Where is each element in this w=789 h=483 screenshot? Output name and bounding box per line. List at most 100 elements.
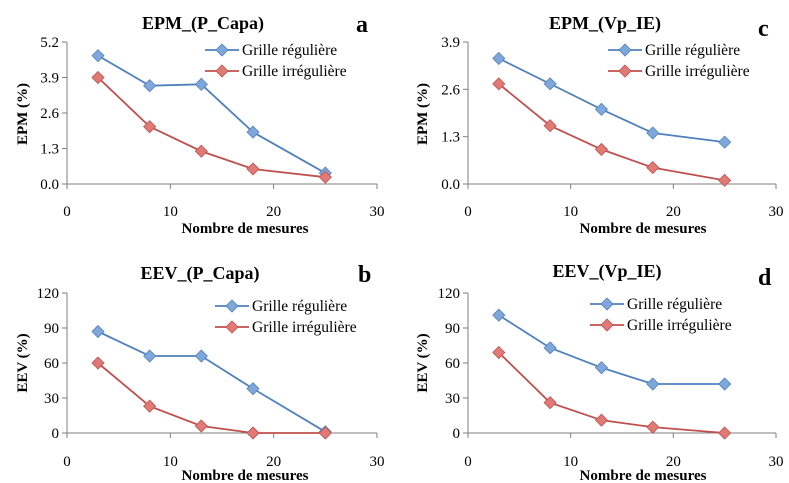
panel-letter: b	[358, 262, 371, 288]
legend-marker	[618, 43, 632, 57]
series-grille-reguliere	[91, 49, 332, 180]
x-tick-label: 20	[666, 454, 681, 470]
legend-label: Grille irrégulière	[645, 63, 750, 80]
y-axis-label: EEV (%)	[15, 333, 31, 392]
data-point	[318, 426, 332, 440]
data-point	[318, 170, 332, 184]
legend-entry: Grille irrégulière	[215, 319, 357, 336]
y-tick-label: 2.6	[441, 82, 460, 98]
data-point	[594, 413, 609, 427]
legend-entry: Grille irrégulière	[608, 63, 750, 80]
x-tick-label: 10	[163, 454, 178, 470]
data-point	[718, 377, 732, 391]
legend-label: Grille régulière	[242, 42, 337, 59]
legend-marker	[225, 299, 239, 313]
x-tick-label: 20	[266, 204, 281, 220]
legend-entry: Grille irrégulière	[205, 63, 347, 80]
x-tick-label: 20	[266, 454, 281, 470]
legend-label: Grille régulière	[627, 296, 722, 313]
series-grille-irreguliere	[91, 70, 332, 184]
data-point	[492, 77, 506, 91]
data-point	[91, 356, 105, 370]
data-point	[143, 79, 157, 93]
data-point	[492, 51, 506, 65]
x-axis-label: Nombre de mesures	[182, 221, 309, 237]
legend-marker	[225, 320, 239, 334]
data-point	[543, 119, 557, 133]
x-axis-label: Nombre de mesures	[580, 468, 707, 483]
y-tick-label: 90	[44, 321, 59, 337]
legend-label: Grille régulière	[252, 298, 347, 315]
chart-title: EPM_(Vp_IE)	[549, 13, 661, 34]
data-point	[543, 77, 557, 91]
legend-entry: Grille régulière	[205, 42, 337, 59]
x-tick-label: 20	[666, 204, 681, 220]
y-tick-label: 30	[445, 391, 460, 407]
y-tick-label: 5.2	[40, 35, 59, 51]
y-tick-label: 1.3	[441, 130, 460, 146]
data-point	[91, 70, 105, 85]
series-grille-irreguliere	[492, 77, 732, 187]
data-point	[91, 49, 105, 63]
y-tick-label: 0	[453, 426, 461, 442]
x-tick-label: 0	[464, 204, 472, 220]
data-point	[594, 361, 609, 375]
y-tick-label: 0.0	[40, 177, 59, 193]
legend-marker	[215, 43, 229, 57]
y-tick-label: 3.9	[441, 35, 460, 51]
y-tick-label: 1.3	[40, 142, 59, 158]
legend-label: Grille irrégulière	[627, 317, 732, 334]
panel-letter: a	[356, 12, 368, 38]
series-grille-irreguliere	[492, 345, 732, 440]
data-point	[646, 161, 660, 175]
x-tick-label: 0	[464, 454, 472, 470]
legend-marker	[215, 64, 229, 78]
data-point	[646, 420, 660, 434]
data-point	[194, 144, 208, 158]
legend-marker	[618, 64, 632, 78]
data-point	[594, 102, 609, 116]
y-axis-label: EPM (%)	[15, 83, 31, 145]
chart-title: EEV_(P_Capa)	[140, 263, 259, 284]
chart-panel-c: EPM_(Vp_IE) c 0.0 1.3 2.6 3.9 0 10 20 30 Nombre de…	[415, 13, 784, 237]
legend-label: Grille irrégulière	[252, 319, 357, 336]
y-tick-label: 0	[52, 426, 60, 442]
data-point	[594, 142, 609, 156]
series-line	[97, 76, 326, 179]
data-point	[718, 426, 732, 440]
data-point	[492, 345, 506, 360]
panel-letter: d	[758, 265, 772, 291]
legend-marker	[600, 297, 614, 311]
data-point	[718, 173, 732, 187]
y-tick-label: 0.0	[441, 177, 460, 193]
legend-entry: Grille régulière	[590, 296, 722, 313]
data-point	[194, 77, 208, 91]
y-tick-label: 3.9	[40, 71, 59, 87]
y-tick-label: 60	[445, 356, 460, 372]
legend-entry: Grille régulière	[215, 298, 347, 315]
legend-label: Grille régulière	[645, 42, 740, 59]
y-tick-label: 2.6	[40, 106, 59, 122]
x-tick-label: 30	[769, 454, 784, 470]
x-tick-label: 0	[63, 204, 71, 220]
y-axis-label: EEV (%)	[415, 333, 431, 392]
series-grille-reguliere	[492, 51, 732, 149]
data-point	[143, 399, 157, 413]
x-tick-label: 10	[563, 204, 578, 220]
data-point	[718, 135, 732, 149]
series-line	[498, 83, 725, 182]
x-axis-label: Nombre de mesures	[580, 221, 707, 237]
x-tick-label: 10	[163, 204, 178, 220]
series-grille-reguliere	[492, 308, 732, 391]
series-grille-reguliere	[91, 324, 332, 439]
data-point	[492, 308, 506, 322]
y-tick-label: 90	[445, 321, 460, 337]
series-line	[97, 362, 326, 434]
chart-panel-b: EEV_(P_Capa) b 0 30 60 90 120 0 10 20 30 Nombre de …	[15, 262, 385, 483]
data-point	[246, 426, 260, 440]
x-tick-label: 30	[769, 204, 784, 220]
x-axis-label: Nombre de mesures	[182, 468, 309, 483]
y-tick-label: 30	[44, 391, 59, 407]
x-tick-label: 30	[370, 454, 385, 470]
data-point	[91, 324, 105, 339]
